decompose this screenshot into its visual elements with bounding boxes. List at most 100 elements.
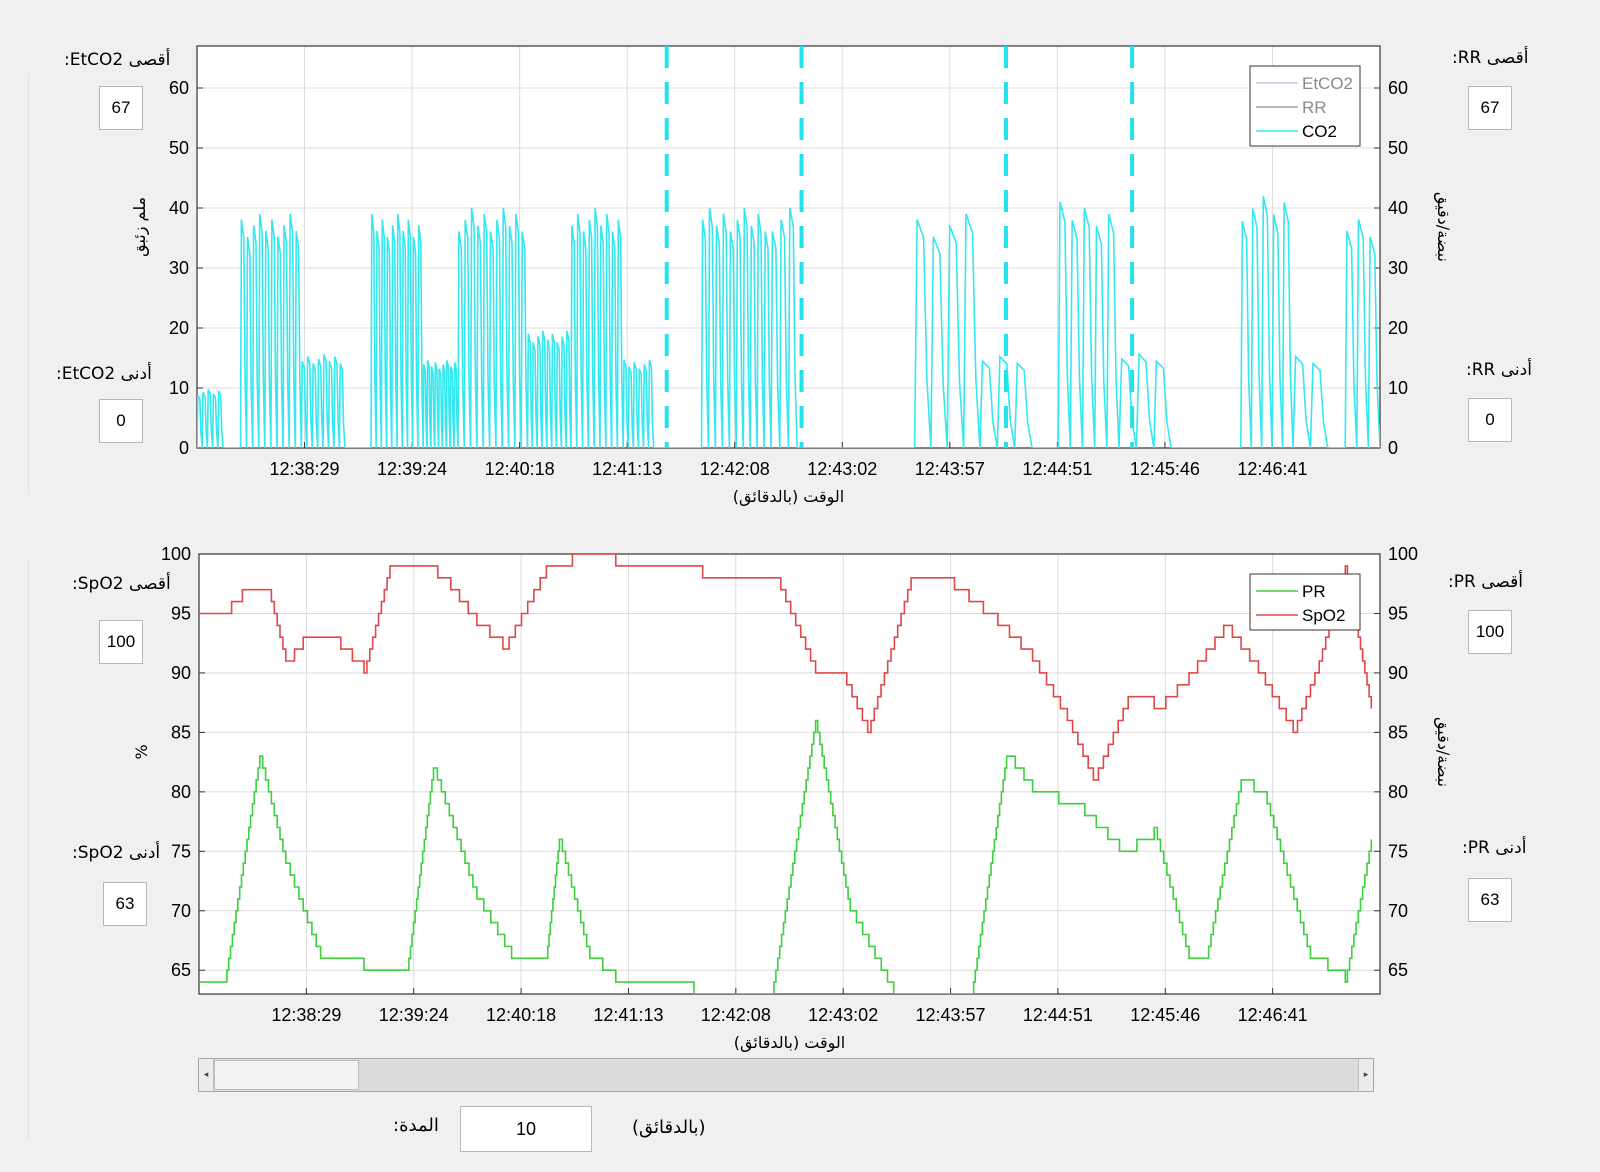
y-axis-label-right: نبضة/دقيق: [1433, 192, 1453, 262]
etco2-max-field[interactable]: 67: [99, 86, 143, 130]
y-tick-label-right: 60: [1388, 78, 1408, 98]
spo2-min-label: أدنى SpO2:: [72, 843, 161, 863]
x-tick-label: 12:46:41: [1238, 1005, 1308, 1025]
x-tick-label: 12:44:51: [1022, 459, 1092, 479]
y-tick-label-right: 0: [1388, 438, 1398, 458]
y-tick-label-right: 100: [1388, 544, 1418, 564]
y-tick-label-right: 95: [1388, 603, 1408, 623]
y-tick-label-left: 0: [179, 438, 189, 458]
x-tick-label: 12:40:18: [485, 459, 555, 479]
spo2-max-field[interactable]: 100: [99, 620, 143, 664]
x-tick-label: 12:40:18: [486, 1005, 556, 1025]
plot-series-group: [197, 46, 1380, 448]
y-tick-label-right: 90: [1388, 663, 1408, 683]
etco2-min-field[interactable]: 0: [99, 399, 143, 443]
y-tick-label-left: 65: [171, 960, 191, 980]
y-tick-label-right: 70: [1388, 901, 1408, 921]
x-tick-label: 12:41:13: [592, 459, 662, 479]
legend: PR SpO2: [1249, 573, 1361, 631]
y-tick-label-right: 30: [1388, 258, 1408, 278]
x-tick-label: 12:38:29: [271, 1005, 341, 1025]
y-tick-label-left: 70: [171, 901, 191, 921]
spo2-min-field[interactable]: 63: [103, 882, 147, 926]
x-tick-label: 12:43:57: [915, 459, 985, 479]
y-tick-label-right: 20: [1388, 318, 1408, 338]
co2-chart: 12:38:29 12:39:24 12:40:18 12:41:13 12:42:08…: [130, 45, 1453, 507]
etco2-min-label: أدنى EtCO2:: [56, 364, 152, 384]
plot-border: [198, 553, 1381, 995]
legend-box: [1249, 65, 1361, 147]
x-axis-label: الوقت (بالدقائق): [733, 487, 844, 507]
y-tick-label-right: 85: [1388, 722, 1408, 742]
y-axis-label-right: نبضة/دقيق: [1433, 717, 1453, 787]
plot-series-group: [199, 554, 1373, 994]
y-tick-label-left: 40: [169, 198, 189, 218]
x-tick-label: 12:39:24: [379, 1005, 449, 1025]
spo2-pr-chart: 12:38:29 12:39:24 12:40:18 12:41:13 12:42:08…: [132, 544, 1453, 1053]
duration-label: المدة:: [393, 1115, 439, 1136]
rr-max-label: أقصى RR:: [1452, 48, 1529, 68]
scroll-right-arrow-icon[interactable]: ▸: [1358, 1059, 1373, 1091]
y-axis-label-left: %: [132, 744, 151, 759]
x-tick-label: 12:39:24: [377, 459, 447, 479]
x-tick-label: 12:43:02: [808, 1005, 878, 1025]
scroll-left-arrow-icon[interactable]: ◂: [199, 1059, 214, 1091]
y-tick-label-left: 20: [169, 318, 189, 338]
x-tick-label: 12:43:57: [916, 1005, 986, 1025]
y-tick-label-left: 50: [169, 138, 189, 158]
legend-entry-spo2: SpO2: [1302, 606, 1345, 625]
pr-max-field[interactable]: 100: [1468, 610, 1512, 654]
left-edge-line: [28, 74, 29, 494]
x-tick-label: 12:41:13: [593, 1005, 663, 1025]
legend-entry-etco2: EtCO2: [1302, 74, 1353, 93]
x-tick-label: 12:44:51: [1023, 1005, 1093, 1025]
x-tick-label: 12:43:02: [807, 459, 877, 479]
pr-max-label: أقصى PR:: [1448, 572, 1523, 592]
legend-entry-pr: PR: [1302, 582, 1326, 601]
series-line-co2: [197, 196, 1380, 448]
series-line-pr: [199, 719, 1373, 994]
pr-min-field[interactable]: 63: [1468, 878, 1512, 922]
y-tick-label-right: 80: [1388, 782, 1408, 802]
y-tick-label-right: 75: [1388, 841, 1408, 861]
x-tick-label: 12:46:41: [1237, 459, 1307, 479]
x-axis-label: الوقت (بالدقائق): [734, 1033, 845, 1053]
y-tick-label-left: 10: [169, 378, 189, 398]
y-tick-label-left: 80: [171, 782, 191, 802]
y-tick-label-left: 60: [169, 78, 189, 98]
y-tick-label-left: 100: [161, 544, 191, 564]
y-tick-label-left: 85: [171, 722, 191, 742]
legend: EtCO2 RR CO2: [1249, 65, 1361, 147]
plot-area: [199, 554, 1380, 994]
series-line-spo2: [199, 554, 1373, 781]
y-tick-label-left: 30: [169, 258, 189, 278]
spo2-max-label: أقصى SpO2:: [72, 574, 171, 594]
legend-entry-rr: RR: [1302, 98, 1327, 117]
duration-input[interactable]: 10: [460, 1106, 592, 1152]
rr-min-label: أدنى RR:: [1466, 360, 1532, 380]
etco2-max-label: أقصى EtCO2:: [64, 50, 171, 70]
x-tick-label: 12:42:08: [700, 459, 770, 479]
time-scrollbar[interactable]: ◂ ▸: [198, 1058, 1374, 1092]
y-tick-label-right: 50: [1388, 138, 1408, 158]
legend-entry-co2: CO2: [1302, 122, 1337, 141]
x-tick-label: 12:45:46: [1130, 459, 1200, 479]
y-tick-label-right: 10: [1388, 378, 1408, 398]
x-tick-label: 12:45:46: [1130, 1005, 1200, 1025]
y-tick-label-right: 40: [1388, 198, 1408, 218]
y-tick-label-left: 95: [171, 603, 191, 623]
y-tick-label-left: 75: [171, 841, 191, 861]
scroll-thumb[interactable]: [214, 1060, 359, 1090]
rr-min-field[interactable]: 0: [1468, 398, 1512, 442]
x-tick-label: 12:42:08: [701, 1005, 771, 1025]
y-tick-label-right: 65: [1388, 960, 1408, 980]
left-edge-line: [28, 560, 29, 1140]
y-axis-label-left: ملم زئبق: [130, 197, 150, 257]
rr-max-field[interactable]: 67: [1468, 86, 1512, 130]
x-tick-label: 12:38:29: [270, 459, 340, 479]
duration-unit-label: (بالدقائق): [632, 1117, 706, 1138]
pr-min-label: أدنى PR:: [1462, 838, 1527, 858]
y-tick-label-left: 90: [171, 663, 191, 683]
legend-box: [1249, 573, 1361, 631]
